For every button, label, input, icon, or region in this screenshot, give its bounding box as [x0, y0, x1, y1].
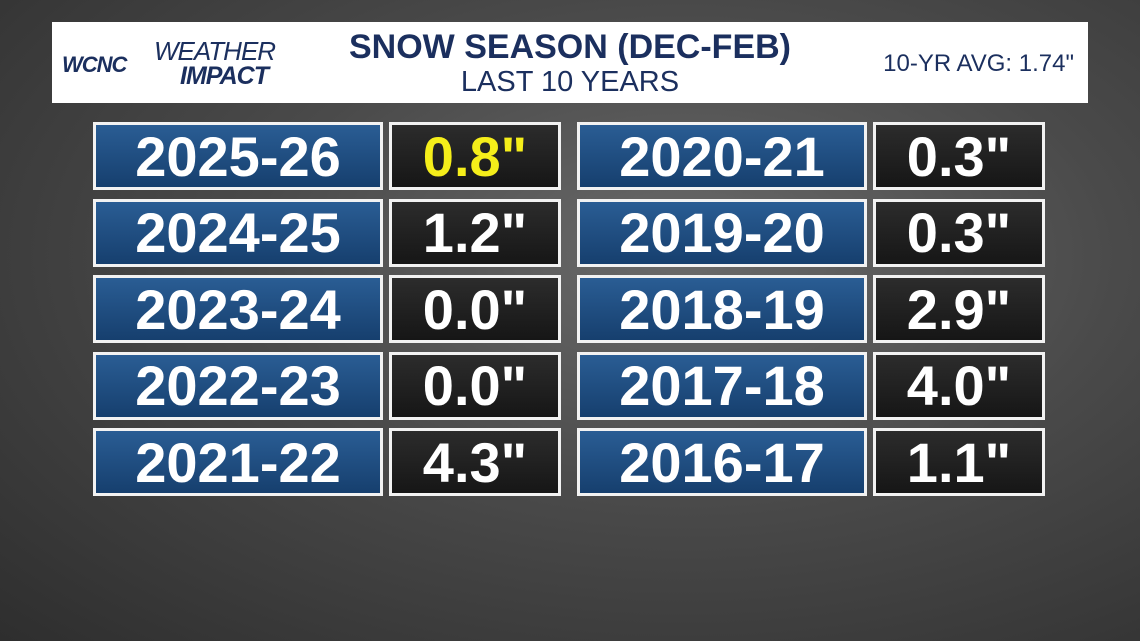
snowfall-value: 2.9"	[873, 275, 1045, 343]
snowfall-value: 1.2"	[389, 198, 561, 267]
title: SNOW SEASON (DEC-FEB)	[349, 28, 791, 66]
snowfall-value: 4.3"	[389, 428, 561, 496]
logo-brand: WEATHER	[154, 36, 276, 66]
logo-brand: IMPACT	[180, 62, 269, 90]
season-label: 2024-25	[93, 198, 383, 267]
average: 10-YR AVG: 1.74"	[883, 50, 1074, 77]
header: WCNC WEATHER IMPACT SNOW SEASON (DEC-FEB…	[52, 22, 1088, 103]
logo-station: WCNC	[62, 52, 127, 77]
snowfall-value: 1.1"	[873, 428, 1045, 496]
season-label: 2018-19	[577, 275, 867, 343]
season-label: 2022-23	[93, 351, 383, 420]
season-label: 2023-24	[93, 275, 383, 343]
snowfall-value: 0.3"	[873, 198, 1045, 267]
season-label: 2020-21	[577, 122, 867, 190]
season-label: 2021-22	[93, 428, 383, 496]
season-label: 2025-26	[93, 122, 383, 190]
subtitle: LAST 10 YEARS	[460, 66, 680, 98]
snowfall-value: 4.0"	[873, 351, 1045, 420]
snowfall-value: 0.3"	[873, 122, 1045, 190]
season-label: 2017-18	[577, 351, 867, 420]
snowfall-value: 0.8"	[389, 122, 561, 190]
snowfall-value: 0.0"	[389, 275, 561, 343]
season-label: 2019-20	[577, 198, 867, 267]
season-label: 2016-17	[577, 428, 867, 496]
snowfall-value: 0.0"	[389, 351, 561, 420]
